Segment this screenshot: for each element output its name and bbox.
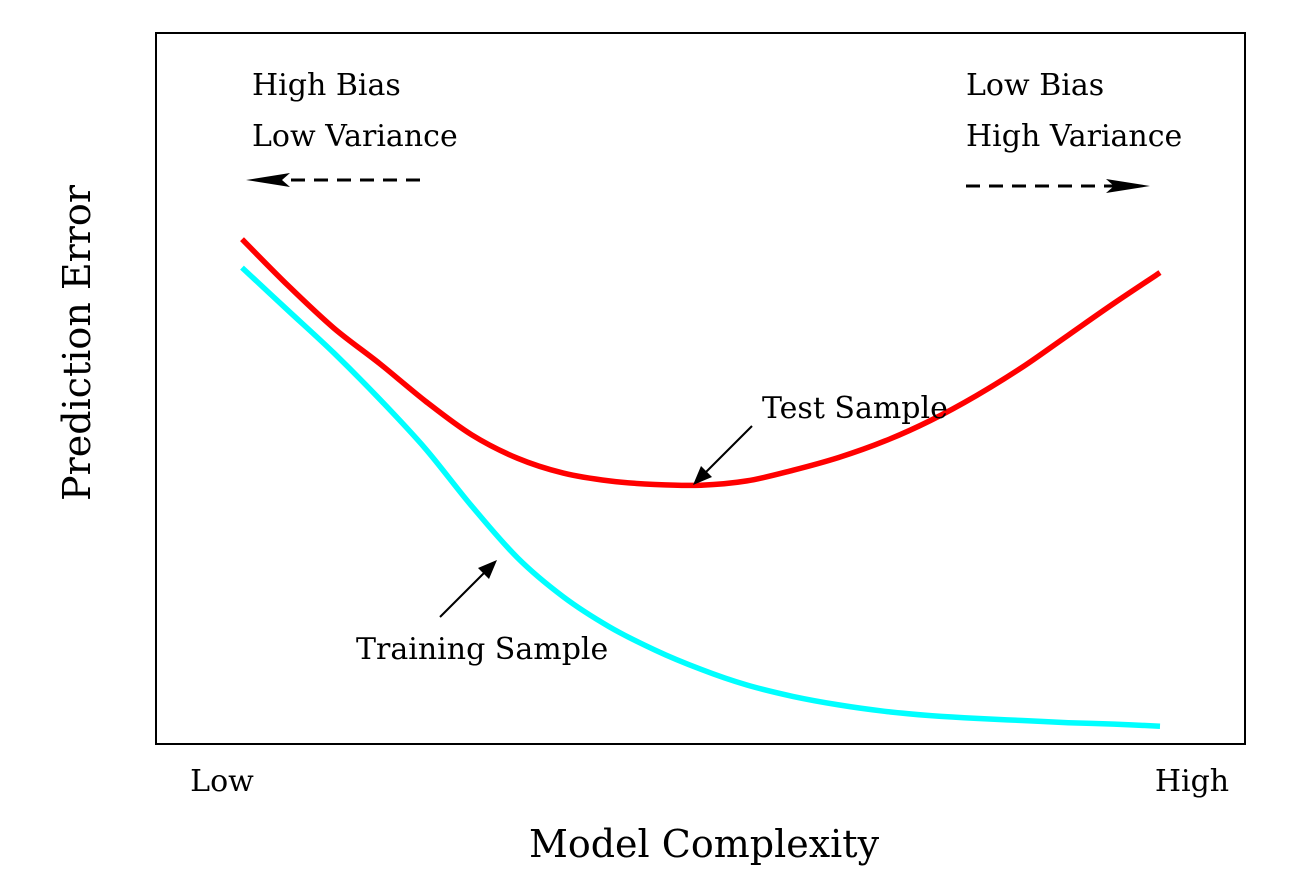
training-sample-line xyxy=(240,265,1161,729)
x-axis-title: Model Complexity xyxy=(529,822,880,866)
test-sample-label: Test Sample xyxy=(762,391,948,426)
plot-frame xyxy=(155,32,1246,745)
training-sample-label: Training Sample xyxy=(356,632,608,667)
right-arrow-icon xyxy=(966,179,1150,193)
x-tick-low: Low xyxy=(190,764,254,799)
x-tick-high: High xyxy=(1155,764,1229,799)
training-pointer-arrow-icon xyxy=(439,560,497,618)
left-annotation-line2: Low Variance xyxy=(252,119,458,154)
y-axis-title: Prediction Error xyxy=(55,184,99,501)
right-annotation-line2: High Variance xyxy=(966,119,1182,154)
test-sample-line xyxy=(240,237,1162,489)
right-annotation-line1: Low Bias xyxy=(966,68,1104,103)
test-pointer-arrow-icon xyxy=(693,425,753,485)
left-annotation-line1: High Bias xyxy=(252,68,401,103)
left-arrow-icon xyxy=(246,173,420,187)
